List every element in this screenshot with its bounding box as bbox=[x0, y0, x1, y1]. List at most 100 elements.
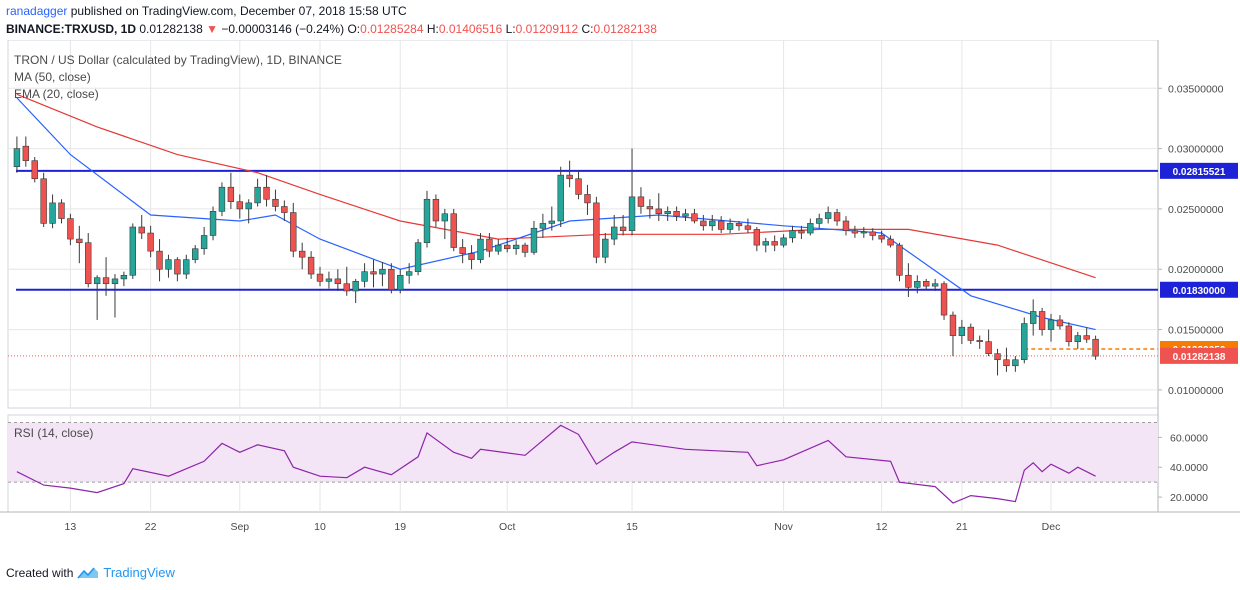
candle-body bbox=[557, 174, 564, 222]
candle-body bbox=[504, 244, 511, 250]
candle-body bbox=[931, 283, 939, 287]
candle-body bbox=[432, 198, 440, 222]
date-tick-label: 19 bbox=[394, 521, 406, 533]
candle-body bbox=[628, 196, 636, 231]
candle-body bbox=[539, 223, 547, 229]
candle-body bbox=[985, 341, 992, 355]
level-tag-label: 0.02815521 bbox=[1173, 167, 1226, 178]
author-link[interactable]: ranadagger bbox=[6, 4, 68, 18]
publish-line: ranadagger published on TradingView.com,… bbox=[6, 4, 407, 18]
candle-body bbox=[1003, 359, 1010, 367]
candle-body bbox=[1021, 323, 1028, 361]
horizontal-lines bbox=[8, 169, 1158, 357]
candle-body bbox=[833, 212, 841, 222]
candle-body bbox=[165, 259, 172, 270]
candle-body bbox=[566, 174, 573, 180]
level-tag-label: 0.01830000 bbox=[1173, 286, 1226, 297]
candle-body bbox=[682, 213, 689, 217]
candle-body bbox=[602, 238, 609, 258]
date-tick-label: Dec bbox=[1042, 521, 1061, 533]
candle-body bbox=[209, 211, 217, 236]
candle-body bbox=[450, 213, 457, 248]
footer-brand-link[interactable]: TradingView bbox=[103, 565, 175, 580]
rsi-legend: RSI (14, close) bbox=[14, 426, 94, 440]
candle-body bbox=[1047, 319, 1055, 330]
candle-body bbox=[486, 238, 493, 252]
candle-body bbox=[949, 314, 957, 336]
high-value: 0.01406516 bbox=[438, 22, 503, 36]
candle-body bbox=[744, 225, 752, 230]
date-tick-label: 22 bbox=[145, 521, 157, 533]
candle-body bbox=[200, 235, 208, 250]
chart-title: TRON / US Dollar (calculated by TradingV… bbox=[14, 53, 342, 67]
open-label: O: bbox=[347, 22, 361, 36]
price-chart[interactable]: 0.03500000 0.03000000 0.02500000 0.02000000… bbox=[0, 40, 1240, 555]
level-tag-bg bbox=[1160, 162, 1238, 179]
ma-layer bbox=[16, 93, 1096, 331]
candle-body bbox=[869, 231, 876, 236]
last-price-tag-bg bbox=[1160, 347, 1238, 364]
candle-body bbox=[192, 248, 199, 260]
candle-body bbox=[905, 274, 912, 288]
candle-body bbox=[370, 271, 377, 275]
ema-legend: EMA (20, close) bbox=[14, 87, 99, 101]
candle-body bbox=[218, 186, 226, 212]
low-label: L: bbox=[505, 22, 516, 36]
candle-body bbox=[120, 274, 128, 280]
low-value: 0.01209112 bbox=[515, 22, 579, 36]
candle-body bbox=[771, 241, 778, 246]
candle-body bbox=[281, 206, 288, 213]
high-label: H: bbox=[426, 22, 439, 36]
rsi-tick-label: 40.0000 bbox=[1170, 462, 1208, 474]
candle-body bbox=[414, 242, 422, 272]
close-label: C: bbox=[581, 22, 594, 36]
candle-body bbox=[976, 340, 983, 342]
candle-body bbox=[290, 212, 297, 252]
price-tick-label: 0.03000000 bbox=[1168, 144, 1224, 156]
ma50-line bbox=[16, 93, 1096, 279]
candle-body bbox=[147, 232, 154, 252]
candle-body bbox=[521, 244, 529, 253]
candle-body bbox=[717, 220, 725, 230]
candle-body bbox=[896, 244, 903, 276]
candle-body bbox=[824, 212, 832, 219]
candle-body bbox=[1038, 311, 1046, 330]
candle-body bbox=[940, 283, 948, 316]
candle-body bbox=[174, 259, 181, 275]
down-arrow-icon: ▼ bbox=[206, 22, 218, 36]
candle-body bbox=[923, 281, 930, 287]
candle-body bbox=[780, 237, 787, 246]
candle-body bbox=[851, 230, 859, 234]
candle-body bbox=[914, 281, 921, 288]
date-tick-label: 15 bbox=[626, 521, 638, 533]
candle-body bbox=[76, 238, 83, 244]
candle-body bbox=[664, 211, 671, 215]
candle-body bbox=[85, 242, 92, 285]
candle-body bbox=[388, 268, 395, 291]
candle-body bbox=[22, 145, 30, 161]
candle-body bbox=[441, 213, 449, 222]
price-tick-label: 0.01500000 bbox=[1168, 325, 1224, 337]
candle-body bbox=[334, 278, 342, 285]
candle-body bbox=[343, 283, 350, 292]
candle-body bbox=[477, 238, 484, 260]
candle-body bbox=[245, 202, 252, 210]
open-value: 0.01285284 bbox=[360, 22, 424, 36]
candle-body bbox=[1092, 338, 1099, 357]
candle-body bbox=[735, 223, 743, 227]
candle-body bbox=[593, 202, 600, 258]
candle-body bbox=[575, 178, 582, 195]
footer: Created with TradingView bbox=[6, 565, 175, 580]
rsi-line bbox=[16, 424, 1096, 504]
candle-body bbox=[726, 223, 734, 230]
date-tick-label: Nov bbox=[774, 521, 793, 533]
candle-body bbox=[709, 220, 716, 227]
last-price: 0.01282138 bbox=[139, 22, 203, 36]
price-tick-label: 0.02500000 bbox=[1168, 204, 1224, 216]
candle-body bbox=[958, 326, 966, 336]
candle-body bbox=[316, 273, 324, 282]
candle-body bbox=[405, 271, 413, 276]
candles bbox=[13, 136, 1099, 376]
publish-info: published on TradingView.com, December 0… bbox=[70, 4, 407, 18]
candle-body bbox=[67, 218, 74, 240]
